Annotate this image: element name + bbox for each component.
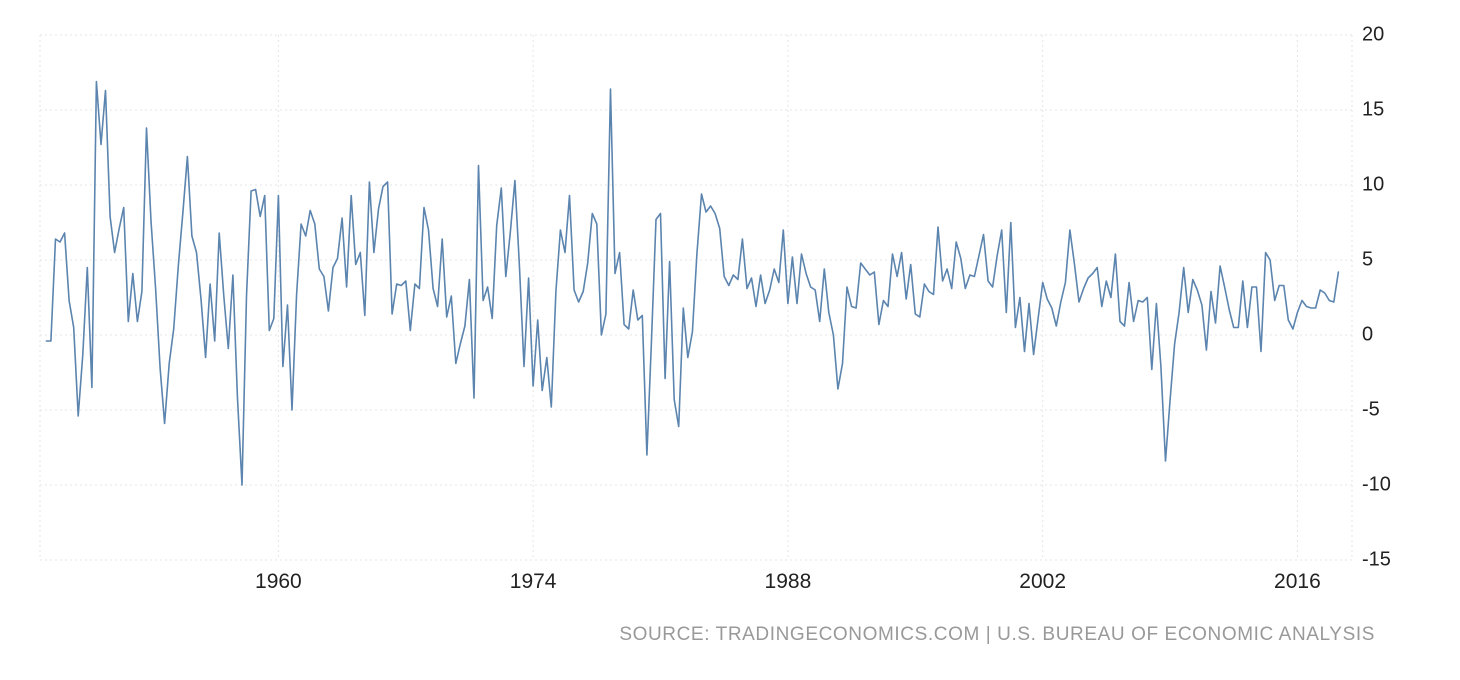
y-tick-label: 15: [1362, 98, 1384, 120]
y-tick-label: 10: [1362, 173, 1384, 195]
x-tick-label: 1988: [765, 570, 812, 593]
x-tick-label: 1960: [255, 570, 302, 593]
x-tick-label: 2016: [1274, 570, 1321, 593]
x-tick-label: 2002: [1019, 570, 1066, 593]
y-tick-label: -15: [1362, 548, 1391, 570]
x-tick-label: 1974: [510, 570, 557, 593]
source-attribution: SOURCE: TRADINGECONOMICS.COM | U.S. BURE…: [619, 624, 1375, 645]
y-tick-label: 0: [1362, 323, 1373, 345]
y-tick-label: 20: [1362, 23, 1384, 45]
gdp-growth-line-chart: 20 15 10 5 0 -5 -10 -15 1960 1974 1988 2002 2016: [39, 23, 1391, 593]
y-tick-label: -5: [1362, 398, 1380, 420]
y-tick-label: 5: [1362, 248, 1373, 270]
gdp-growth-series-line: [45, 80, 1340, 486]
y-tick-label: -10: [1362, 473, 1391, 495]
